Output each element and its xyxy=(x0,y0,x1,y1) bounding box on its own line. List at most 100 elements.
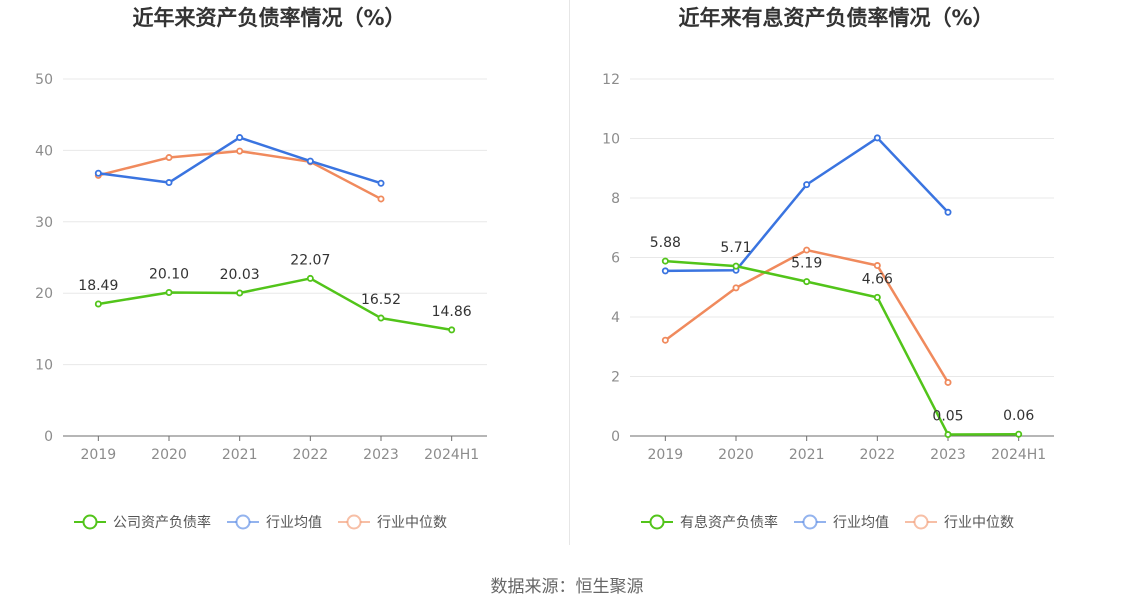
legend-item[interactable]: 行业均值 xyxy=(227,514,322,531)
interest-debt-ratio-chart-panel: 近年来有息资产负债率情况（%） 0 2 4 6 8 10 12 2019 2020 2021 2022… xyxy=(567,0,1134,560)
x-tick-label: 2022 xyxy=(293,447,329,463)
data-point[interactable] xyxy=(661,336,669,344)
legend-marker-icon xyxy=(649,514,665,530)
x-tick-label: 2024H1 xyxy=(424,447,479,463)
data-label: 14.86 xyxy=(432,304,472,320)
data-point[interactable] xyxy=(873,134,881,142)
x-tick-label: 2020 xyxy=(718,447,754,463)
data-point[interactable] xyxy=(448,326,456,334)
x-tick-label: 2024H1 xyxy=(991,447,1046,463)
x-tick-label: 2023 xyxy=(363,447,399,463)
data-point[interactable] xyxy=(944,378,952,386)
data-label: 4.66 xyxy=(862,271,893,287)
gridlines xyxy=(63,78,487,366)
data-point[interactable] xyxy=(1015,430,1023,438)
series-line xyxy=(665,259,1019,436)
series-0 xyxy=(94,274,456,334)
data-point[interactable] xyxy=(732,262,740,270)
series-0 xyxy=(661,257,1023,439)
legend-label: 行业均值 xyxy=(266,515,322,531)
series-2 xyxy=(94,147,385,203)
legend-item[interactable]: 有息资产负债率 xyxy=(641,514,778,531)
series-2 xyxy=(661,246,952,386)
chart-title: 近年来有息资产负债率情况（%） xyxy=(678,6,993,30)
y-tick-label: 30 xyxy=(35,215,53,231)
data-point[interactable] xyxy=(306,157,314,165)
legend-item[interactable]: 行业均值 xyxy=(794,514,889,531)
legend-item[interactable]: 行业中位数 xyxy=(338,514,447,531)
data-label: 20.03 xyxy=(220,267,260,283)
x-tick-label: 2022 xyxy=(860,447,896,463)
data-point[interactable] xyxy=(236,134,244,142)
x-tick-label: 2023 xyxy=(930,447,966,463)
data-point[interactable] xyxy=(94,169,102,177)
data-point[interactable] xyxy=(803,278,811,286)
data-point[interactable] xyxy=(661,257,669,265)
legend-label: 行业均值 xyxy=(833,515,889,531)
x-tick-label: 2019 xyxy=(81,447,117,463)
data-point[interactable] xyxy=(803,246,811,254)
series-line xyxy=(98,149,382,201)
y-tick-label: 0 xyxy=(44,429,53,445)
y-tick-label: 50 xyxy=(35,72,53,88)
legend-item[interactable]: 公司资产负债率 xyxy=(74,514,211,531)
interest-debt-ratio-chart: 近年来有息资产负债率情况（%） 0 2 4 6 8 10 12 2019 2020 2021 2022… xyxy=(602,6,1054,531)
legend-label: 公司资产负债率 xyxy=(113,514,211,531)
legend-label: 行业中位数 xyxy=(377,515,447,531)
legend-item[interactable]: 行业中位数 xyxy=(905,514,1014,531)
data-point[interactable] xyxy=(165,154,173,162)
y-tick-label: 4 xyxy=(611,310,620,326)
data-point[interactable] xyxy=(944,431,952,439)
data-point[interactable] xyxy=(94,300,102,308)
chart-title: 近年来资产负债率情况（%） xyxy=(132,6,405,30)
data-point[interactable] xyxy=(661,267,669,275)
legend-label: 行业中位数 xyxy=(944,515,1014,531)
data-label: 0.06 xyxy=(1003,408,1034,424)
data-point[interactable] xyxy=(873,262,881,270)
data-label: 16.52 xyxy=(361,292,401,308)
y-tick-label: 6 xyxy=(611,251,620,267)
legend-marker-icon xyxy=(82,514,98,530)
data-point[interactable] xyxy=(732,284,740,292)
x-tick-label: 2019 xyxy=(648,447,684,463)
x-tick-label: 2021 xyxy=(222,447,258,463)
legend-label: 有息资产负债率 xyxy=(680,514,778,531)
y-tick-label: 0 xyxy=(611,429,620,445)
data-point[interactable] xyxy=(236,147,244,155)
y-tick-label: 12 xyxy=(602,72,620,88)
legend-marker-icon xyxy=(235,514,251,530)
data-point[interactable] xyxy=(377,195,385,203)
data-label: 20.10 xyxy=(149,266,189,282)
series-1 xyxy=(94,134,385,187)
data-point[interactable] xyxy=(236,289,244,297)
data-label: 0.05 xyxy=(932,409,963,425)
series-line xyxy=(98,277,452,332)
data-point[interactable] xyxy=(165,288,173,296)
data-source-note: 数据来源：恒生聚源 xyxy=(490,577,644,597)
data-label: 22.07 xyxy=(290,252,330,268)
y-tick-label: 20 xyxy=(35,286,53,302)
debt-ratio-chart-panel: 近年来资产负债率情况（%） 0 10 20 30 40 50 2019 2020 2021 2022… xyxy=(0,0,567,560)
legend-marker-icon xyxy=(913,514,929,530)
data-point[interactable] xyxy=(377,179,385,187)
data-label: 5.88 xyxy=(650,235,681,251)
data-label: 5.19 xyxy=(791,256,822,272)
y-tick-label: 2 xyxy=(611,370,620,386)
data-label: 5.71 xyxy=(720,240,751,256)
x-tick-label: 2021 xyxy=(789,447,825,463)
data-point[interactable] xyxy=(165,179,173,187)
y-tick-label: 10 xyxy=(602,132,620,148)
data-label: 18.49 xyxy=(78,278,118,294)
legend: 有息资产负债率 行业均值 行业中位数 xyxy=(641,514,1014,531)
data-point[interactable] xyxy=(803,181,811,189)
data-point[interactable] xyxy=(944,208,952,216)
legend-marker-icon xyxy=(802,514,818,530)
data-point[interactable] xyxy=(377,314,385,322)
data-point[interactable] xyxy=(873,293,881,301)
panel-divider xyxy=(569,0,570,545)
x-tick-label: 2020 xyxy=(151,447,187,463)
y-tick-label: 40 xyxy=(35,143,53,159)
legend: 公司资产负债率 行业均值 行业中位数 xyxy=(74,514,447,531)
data-point[interactable] xyxy=(306,274,314,282)
gridlines xyxy=(630,78,1054,377)
